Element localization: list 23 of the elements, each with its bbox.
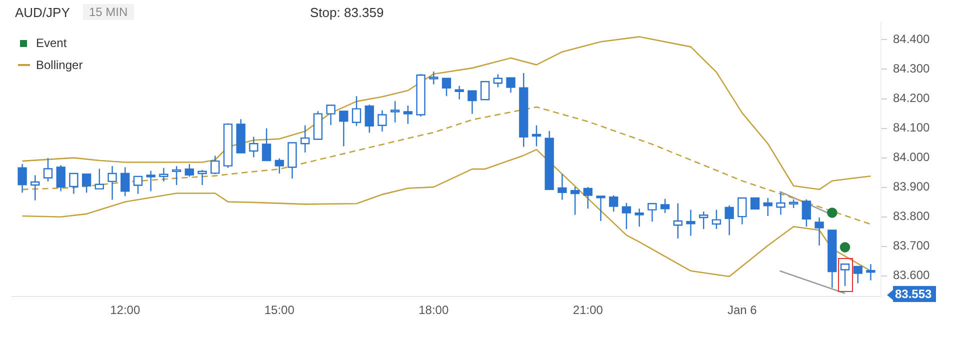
x-tick-label: 21:00: [572, 303, 604, 318]
chart-title: AUD/JPY: [15, 5, 70, 20]
chart-subtitle: 15 MIN: [83, 4, 134, 20]
y-tick-label: 84.000: [893, 150, 930, 164]
text: 83.553: [893, 286, 936, 302]
y-tick-label: 83.800: [893, 209, 930, 224]
y-tick-label: 84.300: [893, 62, 930, 76]
x-tick-label: 12:00: [110, 303, 140, 318]
x-tick-label: 15:00: [264, 303, 295, 318]
x-tick-label: Jan 6: [727, 303, 758, 318]
y-tick-label: 84.400: [893, 32, 930, 46]
legend-label: Event: [36, 36, 67, 50]
y-tick-label: 84.200: [893, 91, 930, 106]
legend-label: Bollinger: [36, 58, 83, 72]
y-tick-label: 83.600: [893, 268, 930, 282]
candlestick: [480, 81, 490, 100]
y-tick-label: 83.900: [893, 180, 930, 194]
y-tick-label: 84.100: [893, 120, 930, 135]
line-series: [22, 106, 872, 225]
text: Stop: 83.359: [310, 5, 384, 20]
y-tick-label: 83.700: [893, 238, 930, 253]
candlestick: [750, 197, 760, 210]
x-tick-label: 18:00: [418, 303, 449, 318]
